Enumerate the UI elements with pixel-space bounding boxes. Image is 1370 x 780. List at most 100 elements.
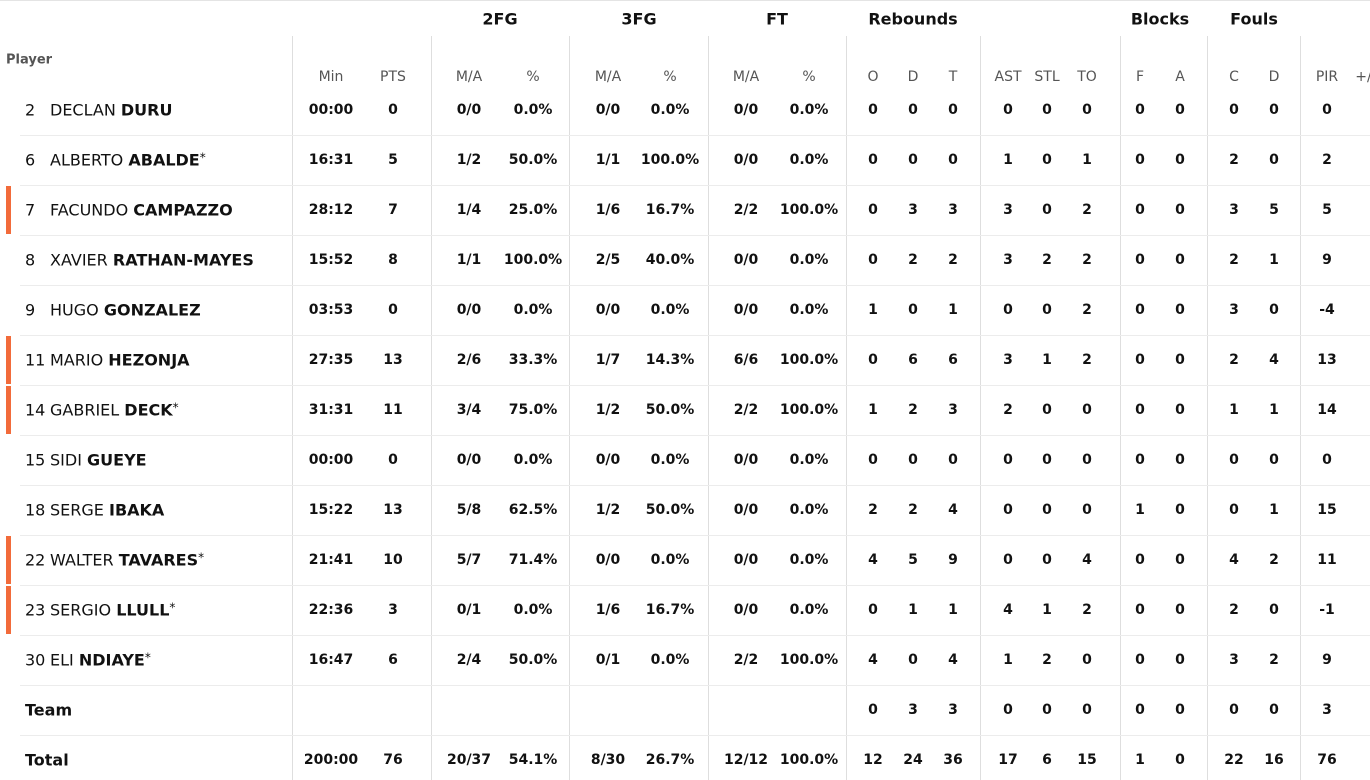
stat-cell: 2 (1042, 252, 1052, 268)
player-number: 22 (25, 550, 46, 570)
stat-cell: 0 (1003, 452, 1013, 468)
stat-cell: 0 (1082, 402, 1092, 418)
column-header: D (1268, 69, 1280, 85)
stat-cell: 1 (1042, 352, 1052, 368)
stat-cell: 0.0% (789, 302, 829, 318)
row-divider (20, 135, 1370, 136)
player-number: 14 (25, 400, 46, 420)
stat-cell: 0 (1269, 102, 1279, 118)
stat-cell: 4 (948, 652, 958, 668)
row-divider (20, 735, 1370, 736)
stat-cell: 2 (948, 252, 958, 268)
stat-cell: 0 (948, 152, 958, 168)
stat-cell: 0 (1135, 152, 1145, 168)
player-name: XAVIER RATHAN-MAYES (50, 251, 254, 270)
first-name: DECLAN (50, 100, 116, 120)
stat-cell: 100.0% (779, 202, 839, 218)
stat-cell: 0 (1042, 552, 1052, 568)
stat-cell: 75.0% (508, 402, 558, 418)
group-header: Fouls (1230, 9, 1278, 29)
stat-cell: 0 (1175, 552, 1185, 568)
stat-cell: -1 (1319, 602, 1335, 618)
total-label: Total (25, 750, 69, 770)
stat-cell: 0 (1003, 502, 1013, 518)
stat-cell: 1/6 (595, 602, 621, 618)
first-name: SIDI (50, 450, 82, 470)
stat-cell: 0 (1042, 102, 1052, 118)
stat-cell: 3 (388, 602, 398, 618)
stat-cell: 5 (908, 552, 918, 568)
stat-cell: 1/2 (456, 152, 482, 168)
stat-cell: 3 (1229, 202, 1239, 218)
stat-cell: 3 (1003, 202, 1013, 218)
stat-cell: 0/0 (733, 102, 759, 118)
column-header: O (867, 69, 879, 85)
stat-cell: 0 (1269, 702, 1279, 718)
stat-cell: 0/0 (733, 452, 759, 468)
stat-cell: 2/5 (595, 252, 621, 268)
stat-cell: 0.0% (789, 252, 829, 268)
stat-cell: 0 (908, 452, 918, 468)
stat-cell: 0.0% (650, 552, 690, 568)
stat-cell: 6 (388, 652, 398, 668)
stat-cell: 03:53 (308, 302, 354, 318)
stat-cell: 4 (1082, 552, 1092, 568)
on-court-marker (6, 586, 11, 634)
stat-cell: 0/0 (456, 102, 482, 118)
stat-cell: 1/1 (595, 152, 621, 168)
stat-cell: 0.0% (513, 452, 553, 468)
stat-cell: 16:31 (308, 152, 354, 168)
stat-cell: 0 (1175, 752, 1185, 768)
stat-cell: 2/2 (733, 652, 759, 668)
column-divider (1300, 36, 1301, 780)
stat-cell: 0 (388, 302, 398, 318)
stat-cell: 26.7% (645, 752, 695, 768)
stat-cell: 0/0 (456, 452, 482, 468)
stat-cell: 0/0 (595, 552, 621, 568)
stat-cell: 1/7 (595, 352, 621, 368)
first-name: FACUNDO (50, 200, 129, 220)
stat-cell: 22 (1224, 752, 1244, 768)
stat-cell: 0.0% (789, 502, 829, 518)
player-number: 23 (25, 600, 46, 620)
column-header: +/- (1355, 69, 1370, 85)
stat-cell: 0 (1082, 652, 1092, 668)
stat-cell: 0 (1042, 202, 1052, 218)
stat-cell: 15 (1317, 502, 1337, 518)
stat-cell: 3 (908, 202, 918, 218)
player-name: HUGO GONZALEZ (50, 301, 201, 320)
stat-cell: 0 (868, 102, 878, 118)
stat-cell: 3 (1003, 252, 1013, 268)
row-divider (20, 485, 1370, 486)
stat-cell: 4 (868, 552, 878, 568)
player-number: 8 (25, 250, 36, 270)
stat-cell: 0/1 (456, 602, 482, 618)
stat-cell: 0 (1135, 652, 1145, 668)
stat-cell: 0/0 (733, 552, 759, 568)
column-header: D (907, 69, 919, 85)
stat-cell: 2/2 (733, 202, 759, 218)
last-name: NDIAYE (78, 650, 145, 670)
stat-cell: 1 (948, 302, 958, 318)
player-name: WALTER TAVARES* (50, 551, 204, 570)
stat-cell: 20/37 (446, 752, 492, 768)
stat-cell: 11 (383, 402, 403, 418)
last-name: DURU (120, 100, 173, 120)
first-name: GABRIEL (50, 400, 120, 420)
column-header: STL (1034, 69, 1060, 85)
stat-cell: 50.0% (645, 502, 695, 518)
column-header: % (526, 69, 540, 85)
stat-cell: 4 (1003, 602, 1013, 618)
row-divider (20, 635, 1370, 636)
stat-cell: 1 (1003, 152, 1013, 168)
player-name: ALBERTO ABALDE* (50, 151, 206, 170)
stat-cell: 50.0% (508, 652, 558, 668)
stat-cell: 0 (1322, 102, 1332, 118)
stat-cell: 0 (1175, 452, 1185, 468)
stat-cell: 16:47 (308, 652, 354, 668)
stat-cell: 0.0% (513, 602, 553, 618)
column-header: Player (6, 52, 53, 68)
first-name: SERGIO (50, 600, 112, 620)
stat-cell: 0 (1229, 452, 1239, 468)
stat-cell: 0/1 (595, 652, 621, 668)
